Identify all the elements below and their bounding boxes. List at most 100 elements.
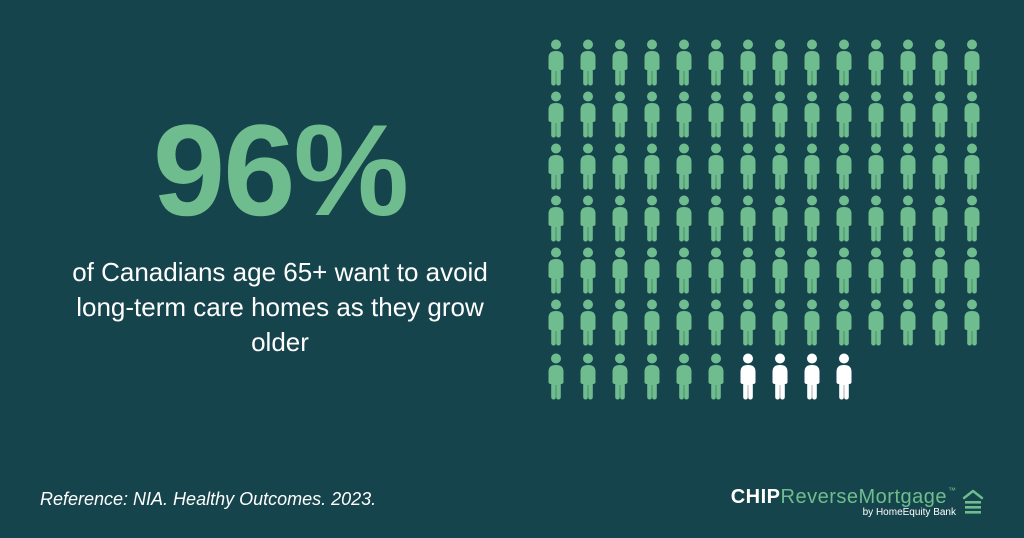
person-icon	[542, 352, 570, 400]
pictograph-row	[542, 38, 987, 86]
person-icon	[926, 194, 954, 242]
pictograph-row	[542, 194, 987, 242]
house-icon	[962, 489, 984, 515]
person-icon	[702, 352, 730, 400]
person-icon	[670, 352, 698, 400]
brand-chip: CHIP	[731, 486, 781, 509]
person-icon	[894, 142, 922, 190]
person-icon	[734, 38, 762, 86]
brand-logo: CHIP ReverseMortgage ™ by HomeEquity Ban…	[731, 486, 984, 518]
person-icon	[926, 298, 954, 346]
person-icon	[830, 298, 858, 346]
brand-reverse-mortgage: ReverseMortgage	[781, 486, 947, 509]
people-pictograph	[542, 38, 987, 404]
brand-text: CHIP ReverseMortgage ™ by HomeEquity Ban…	[731, 486, 956, 518]
person-icon	[606, 38, 634, 86]
person-icon	[542, 38, 570, 86]
person-icon	[862, 298, 890, 346]
person-icon	[702, 38, 730, 86]
pictograph-row	[542, 298, 987, 346]
person-icon	[702, 298, 730, 346]
person-icon	[766, 298, 794, 346]
person-icon	[638, 246, 666, 294]
person-icon	[606, 352, 634, 400]
person-icon	[574, 298, 602, 346]
person-icon	[926, 90, 954, 138]
person-icon	[798, 246, 826, 294]
person-icon	[670, 90, 698, 138]
person-icon	[766, 38, 794, 86]
pictograph-row	[542, 90, 987, 138]
person-icon	[830, 90, 858, 138]
person-icon	[798, 142, 826, 190]
person-icon	[926, 142, 954, 190]
person-icon	[830, 246, 858, 294]
person-icon	[862, 38, 890, 86]
person-icon	[766, 194, 794, 242]
person-icon	[606, 298, 634, 346]
person-icon	[958, 246, 986, 294]
person-icon	[766, 246, 794, 294]
person-icon	[574, 246, 602, 294]
person-icon	[830, 142, 858, 190]
person-icon	[702, 90, 730, 138]
person-icon	[702, 246, 730, 294]
person-icon	[894, 246, 922, 294]
person-icon	[542, 142, 570, 190]
person-icon	[542, 194, 570, 242]
person-icon	[958, 194, 986, 242]
person-icon	[894, 298, 922, 346]
person-icon	[670, 298, 698, 346]
person-icon	[926, 38, 954, 86]
person-icon	[606, 246, 634, 294]
person-icon	[798, 298, 826, 346]
person-icon	[638, 90, 666, 138]
person-icon	[702, 194, 730, 242]
person-icon	[574, 352, 602, 400]
pictograph-row	[542, 142, 987, 190]
person-icon	[958, 142, 986, 190]
person-icon	[574, 194, 602, 242]
stat-description: of Canadians age 65+ want to avoid long-…	[70, 255, 490, 360]
person-icon	[766, 142, 794, 190]
person-icon	[638, 142, 666, 190]
person-icon	[574, 142, 602, 190]
person-icon	[734, 352, 762, 400]
person-icon	[862, 194, 890, 242]
person-icon	[542, 246, 570, 294]
person-icon	[798, 90, 826, 138]
brand-trademark: ™	[948, 486, 956, 495]
person-icon	[670, 194, 698, 242]
pictograph-row	[542, 352, 987, 400]
person-icon	[958, 298, 986, 346]
person-icon	[606, 142, 634, 190]
person-icon	[766, 90, 794, 138]
person-icon	[798, 38, 826, 86]
person-icon	[638, 194, 666, 242]
person-icon	[542, 90, 570, 138]
stat-block: 96% of Canadians age 65+ want to avoid l…	[70, 105, 490, 360]
person-icon	[894, 90, 922, 138]
person-icon	[638, 352, 666, 400]
person-icon	[734, 246, 762, 294]
person-icon	[862, 246, 890, 294]
person-icon	[670, 142, 698, 190]
person-icon	[862, 142, 890, 190]
person-icon	[574, 38, 602, 86]
person-icon	[798, 352, 826, 400]
person-icon	[894, 38, 922, 86]
person-icon	[606, 194, 634, 242]
person-icon	[542, 298, 570, 346]
person-icon	[830, 38, 858, 86]
reference-text: Reference: NIA. Healthy Outcomes. 2023.	[40, 489, 376, 510]
person-icon	[862, 90, 890, 138]
person-icon	[958, 90, 986, 138]
person-icon	[670, 38, 698, 86]
person-icon	[670, 246, 698, 294]
person-icon	[734, 142, 762, 190]
person-icon	[734, 90, 762, 138]
person-icon	[766, 352, 794, 400]
person-icon	[798, 194, 826, 242]
person-icon	[702, 142, 730, 190]
person-icon	[638, 38, 666, 86]
